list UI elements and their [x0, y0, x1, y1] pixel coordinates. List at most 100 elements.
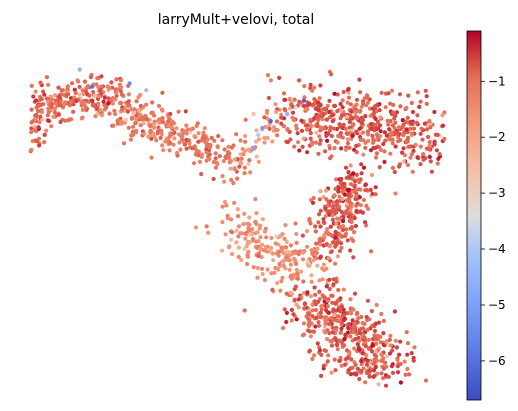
- scatter-point: [317, 290, 321, 294]
- scatter-point: [131, 125, 135, 129]
- scatter-point: [294, 124, 298, 128]
- scatter-point: [336, 140, 340, 144]
- scatter-point: [424, 89, 428, 93]
- scatter-point: [285, 311, 289, 315]
- scatter-point: [393, 309, 397, 313]
- scatter-point: [75, 78, 79, 82]
- scatter-point: [363, 380, 367, 384]
- scatter-point: [388, 343, 392, 347]
- scatter-point: [143, 114, 147, 118]
- scatter-point: [291, 312, 295, 316]
- scatter-point: [308, 120, 312, 124]
- scatter-point: [274, 241, 278, 245]
- scatter-point: [389, 131, 393, 135]
- scatter-point: [405, 140, 409, 144]
- scatter-point: [36, 109, 40, 113]
- scatter-point: [318, 348, 322, 352]
- scatter-point: [133, 107, 137, 111]
- scatter-point: [49, 124, 53, 128]
- scatter-point: [333, 301, 337, 305]
- scatter-point: [223, 155, 227, 159]
- colorbar: −6−5−4−3−2−1: [467, 31, 506, 400]
- scatter-point: [198, 160, 202, 164]
- scatter-point: [285, 240, 289, 244]
- scatter-point: [103, 96, 107, 100]
- scatter-point: [404, 106, 408, 110]
- scatter-point: [314, 229, 318, 233]
- scatter-point: [141, 105, 145, 109]
- scatter-point: [337, 122, 341, 126]
- scatter-point: [346, 141, 350, 145]
- scatter-point: [340, 364, 344, 368]
- scatter-point: [318, 142, 322, 146]
- scatter-point: [305, 290, 309, 294]
- scatter-point: [243, 140, 247, 144]
- scatter-point: [271, 252, 275, 256]
- scatter-point: [240, 231, 244, 235]
- scatter-point: [410, 351, 414, 355]
- scatter-point: [296, 277, 300, 281]
- scatter-point: [254, 220, 258, 224]
- scatter-point: [349, 163, 353, 167]
- scatter-point: [78, 85, 82, 89]
- scatter-point: [285, 292, 289, 296]
- scatter-point: [354, 144, 358, 148]
- scatter-point: [30, 121, 34, 125]
- scatter-point: [234, 240, 238, 244]
- scatter-point: [357, 78, 361, 82]
- scatter-point: [290, 318, 294, 322]
- scatter-point: [314, 131, 318, 135]
- scatter-point: [393, 170, 397, 174]
- scatter-point: [410, 133, 414, 137]
- scatter-point: [370, 134, 374, 138]
- scatter-point: [383, 149, 387, 153]
- scatter-point: [254, 211, 258, 215]
- scatter-point: [360, 171, 364, 175]
- scatter-point: [292, 118, 296, 122]
- scatter-point: [306, 328, 310, 332]
- scatter-point: [436, 133, 440, 137]
- scatter-point: [78, 67, 82, 71]
- scatter-point: [412, 345, 416, 349]
- scatter-point: [295, 268, 299, 272]
- scatter-point: [168, 134, 172, 138]
- scatter-point: [329, 294, 333, 298]
- scatter-point: [306, 317, 310, 321]
- scatter-point: [316, 152, 320, 156]
- scatter-point: [311, 303, 315, 307]
- scatter-point: [206, 137, 210, 141]
- scatter-point: [373, 123, 377, 127]
- scatter-point: [305, 229, 309, 233]
- scatter-point: [328, 287, 332, 291]
- scatter-point: [336, 288, 340, 292]
- scatter-point: [168, 148, 172, 152]
- scatter-point: [354, 224, 358, 228]
- scatter-point: [337, 205, 341, 209]
- scatter-point: [247, 162, 251, 166]
- scatter-point: [386, 119, 390, 123]
- scatter-point: [328, 244, 332, 248]
- scatter-point: [138, 113, 142, 117]
- scatter-point: [396, 364, 400, 368]
- scatter-point: [339, 146, 343, 150]
- scatter-point: [328, 128, 332, 132]
- scatter-point: [347, 188, 351, 192]
- scatter-point: [333, 358, 337, 362]
- scatter-point: [206, 231, 210, 235]
- scatter-point: [107, 86, 111, 90]
- scatter-point: [216, 144, 220, 148]
- scatter-point: [299, 119, 303, 123]
- scatter-point: [324, 107, 328, 111]
- scatter-point: [281, 259, 285, 263]
- scatter-point: [345, 348, 349, 352]
- scatter-point: [415, 113, 419, 117]
- scatter-point: [325, 117, 329, 121]
- scatter-point: [247, 158, 251, 162]
- scatter-point: [359, 162, 363, 166]
- scatter-point: [142, 132, 146, 136]
- scatter-point: [359, 121, 363, 125]
- scatter-point: [71, 110, 75, 114]
- scatter-point: [252, 147, 256, 151]
- scatter-point: [335, 343, 339, 347]
- scatter-point: [384, 384, 388, 388]
